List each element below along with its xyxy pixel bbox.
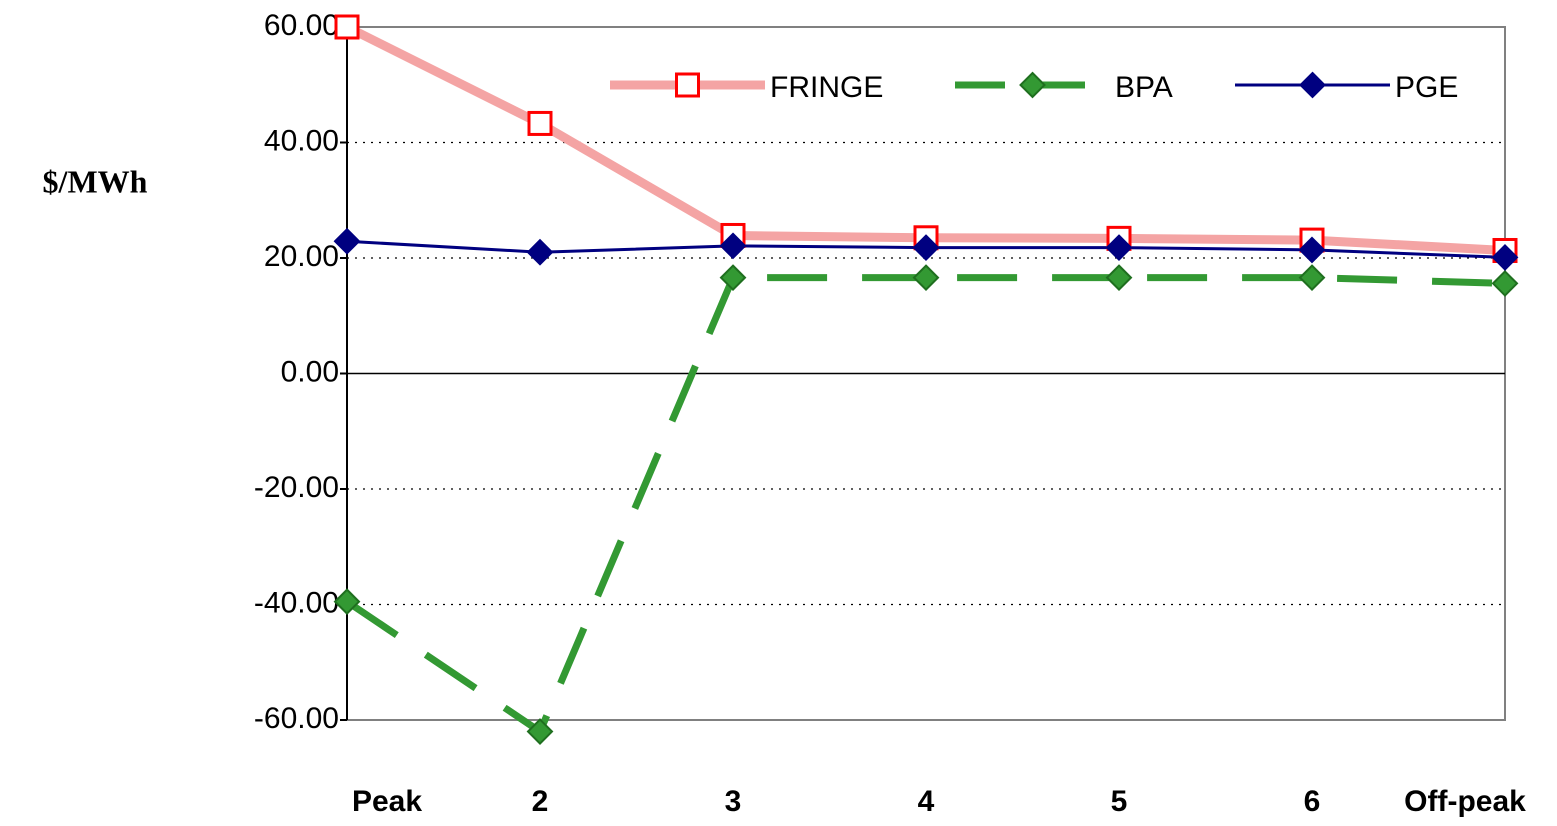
- data-point: [1298, 264, 1326, 292]
- y-tick-label: 0.00: [281, 355, 339, 388]
- y-tick-label: 20.00: [264, 240, 339, 273]
- data-point: [1491, 244, 1519, 271]
- data-point: [912, 234, 940, 262]
- y-tick-label: 60.00: [264, 9, 339, 42]
- x-tick-label: 6: [1304, 785, 1321, 818]
- legend-marker: [1019, 71, 1046, 99]
- data-point: [333, 227, 361, 255]
- data-point: [526, 718, 554, 745]
- y-tick-label: -20.00: [254, 471, 339, 504]
- data-point: [912, 264, 940, 292]
- x-tick-label: Off-peak: [1404, 785, 1526, 818]
- legend-label: PGE: [1395, 71, 1458, 104]
- series-line: [345, 274, 1506, 736]
- data-point: [719, 264, 747, 292]
- y-tick-label: -60.00: [254, 702, 339, 735]
- legend-marker: [675, 72, 700, 98]
- data-point: [526, 238, 554, 266]
- y-axis-label: $/MWh: [43, 163, 148, 199]
- data-point: [1298, 236, 1326, 264]
- x-tick-label: Peak: [352, 785, 422, 818]
- legend-label: FRINGE: [770, 71, 883, 104]
- x-tick-label: 4: [918, 785, 935, 818]
- data-point: [719, 232, 747, 260]
- legend-marker: [1299, 71, 1326, 99]
- x-tick-label: 5: [1111, 785, 1128, 818]
- y-tick-label: 40.00: [264, 124, 339, 157]
- x-tick-label: 2: [532, 785, 549, 818]
- data-point: [1491, 269, 1519, 297]
- data-point: [527, 110, 553, 136]
- legend-label: BPA: [1115, 71, 1173, 104]
- data-point: [1105, 234, 1133, 262]
- data-point: [333, 588, 361, 616]
- y-tick-label: -40.00: [254, 586, 339, 619]
- x-tick-label: 3: [725, 785, 742, 818]
- data-point: [334, 14, 360, 40]
- data-point: [1105, 264, 1133, 292]
- series-line: [344, 22, 1506, 255]
